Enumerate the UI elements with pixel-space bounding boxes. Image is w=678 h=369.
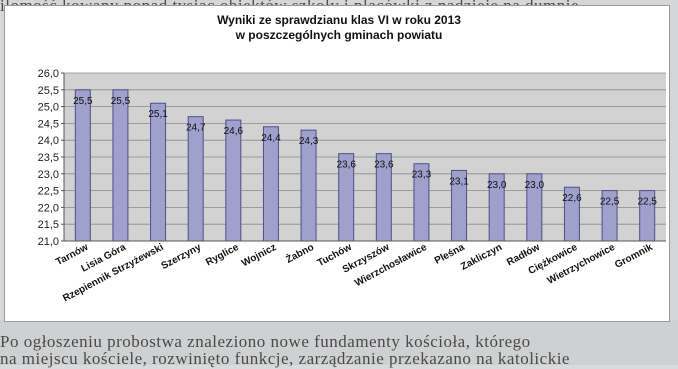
data-label: 25,1 <box>148 109 168 120</box>
category-label: Żabno <box>283 240 316 266</box>
data-label: 23,0 <box>525 180 545 191</box>
category-label: Wietrzychowice <box>546 242 618 287</box>
y-axis-ticks: 21,0 21,5 22,0 22,5 23,0 23,5 24,0 24,5 25,0 25,5… <box>38 68 64 248</box>
category-label: Ryglice <box>204 242 241 269</box>
data-label: 24,6 <box>224 126 244 137</box>
bar <box>150 102 167 242</box>
data-label: 25,5 <box>111 96 131 107</box>
y-tick-label: 25,5 <box>38 85 59 97</box>
data-label: 23,6 <box>374 160 394 171</box>
bar <box>112 89 129 242</box>
y-tick-label: 24,0 <box>38 135 59 147</box>
category-label: Zakliczyn <box>459 242 504 273</box>
data-labels: 25,5 25,5 25,1 24,7 24,6 24,4 24,3 23,6 23,6 23,3… <box>73 96 657 208</box>
data-label: 24,7 <box>186 123 206 134</box>
bar <box>225 119 242 242</box>
bar <box>262 126 279 242</box>
data-label: 24,4 <box>261 133 281 144</box>
y-tick-label: 22,5 <box>38 186 59 198</box>
y-tick-label: 21,0 <box>38 236 59 248</box>
y-tick-label: 23,5 <box>38 152 59 164</box>
background-page-text-1: Po ogłoszeniu probostwa znaleziono nowe … <box>0 332 531 351</box>
category-label: Wojnicz <box>240 242 278 269</box>
data-label: 22,5 <box>637 197 657 208</box>
background-page-text-2: na miejscu kościele, rozwinięto funkcje,… <box>0 349 570 368</box>
data-label: 22,5 <box>600 197 620 208</box>
data-label: 25,5 <box>73 96 93 107</box>
chart-subtitle: w poszczególnych gminach powiatu <box>235 28 443 42</box>
bars <box>74 89 656 242</box>
data-label: 22,6 <box>562 193 582 204</box>
data-label: 23,0 <box>487 180 507 191</box>
category-label: Szerzyny <box>160 242 204 272</box>
bar <box>187 116 204 242</box>
y-tick-label: 21,5 <box>38 219 59 231</box>
y-tick-label: 25,0 <box>38 102 59 114</box>
data-label: 23,1 <box>449 176 469 187</box>
chart-title: Wyniki ze sprawdzianu klas VI w roku 201… <box>217 13 461 27</box>
data-label: 23,6 <box>336 160 356 171</box>
y-tick-label: 22,0 <box>38 202 59 214</box>
bar <box>74 89 91 242</box>
y-tick-label: 24,5 <box>38 118 59 130</box>
y-tick-label: 26,0 <box>38 68 59 80</box>
data-label: 23,3 <box>412 170 432 181</box>
category-label: Gromnik <box>613 242 655 271</box>
data-label: 24,3 <box>299 136 319 147</box>
y-tick-label: 23,0 <box>38 169 59 181</box>
